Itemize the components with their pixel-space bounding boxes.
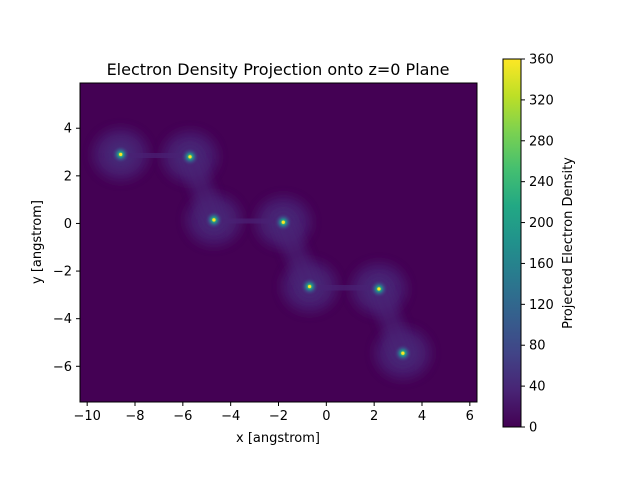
x-axis-label: x [angstrom] xyxy=(236,431,320,446)
x-axis-ticks: −10 −8 −6 −4 −2 0 2 4 6 xyxy=(73,402,474,424)
colorbar xyxy=(502,58,522,428)
y-tick-label: 0 xyxy=(64,217,72,232)
atom-core xyxy=(188,155,192,159)
x-tick-label: −4 xyxy=(221,409,240,424)
x-tick-label: −6 xyxy=(173,409,192,424)
chart-title: Electron Density Projection onto z=0 Pla… xyxy=(107,60,450,79)
plot-area xyxy=(80,83,477,402)
density-bond xyxy=(109,143,202,168)
colorbar-tick-label: 280 xyxy=(529,134,554,149)
colorbar-tick-label: 80 xyxy=(529,339,546,354)
density-bond xyxy=(272,211,321,298)
density-bond xyxy=(367,277,414,365)
y-tick-label: −6 xyxy=(53,360,72,375)
y-axis-ticks: −6 −4 −2 0 2 4 xyxy=(53,122,80,375)
colorbar-tick-label: 360 xyxy=(529,53,554,68)
y-tick-label: 2 xyxy=(64,169,72,184)
x-tick-label: 4 xyxy=(418,409,426,424)
colorbar-label: Projected Electron Density xyxy=(561,157,576,329)
colorbar-tick-label: 0 xyxy=(529,421,537,436)
atom-peaks xyxy=(111,145,412,363)
x-tick-label: −8 xyxy=(125,409,144,424)
atom-core xyxy=(119,152,123,157)
x-tick-label: 6 xyxy=(466,409,474,424)
atom-core xyxy=(281,220,285,224)
x-tick-label: −2 xyxy=(269,409,288,424)
density-bond xyxy=(202,208,295,234)
atom-core xyxy=(377,287,381,291)
colorbar-tick-label: 160 xyxy=(529,257,554,272)
colorbar-tick-label: 40 xyxy=(529,380,546,395)
colorbar-tick-label: 120 xyxy=(529,298,554,313)
density-bond xyxy=(298,275,390,300)
density-bonds xyxy=(109,143,414,365)
x-tick-label: 2 xyxy=(370,409,378,424)
y-axis-label: y [angstrom] xyxy=(30,200,45,284)
y-tick-label: 4 xyxy=(64,122,72,137)
colorbar-tick-label: 320 xyxy=(529,93,554,108)
y-tick-label: −4 xyxy=(53,312,72,327)
colorbar-tick-label: 200 xyxy=(529,216,554,231)
x-tick-label: 0 xyxy=(322,409,330,424)
x-tick-label: −10 xyxy=(73,409,100,424)
colorbar-ticks: 0 40 80 120 160 200 240 280 320 360 xyxy=(521,53,554,436)
density-bond xyxy=(179,145,225,231)
atom-core xyxy=(401,351,405,355)
atom-core xyxy=(212,218,216,222)
atom-core xyxy=(307,284,312,289)
y-tick-label: −2 xyxy=(53,265,72,280)
colorbar-tick-label: 240 xyxy=(529,175,554,190)
